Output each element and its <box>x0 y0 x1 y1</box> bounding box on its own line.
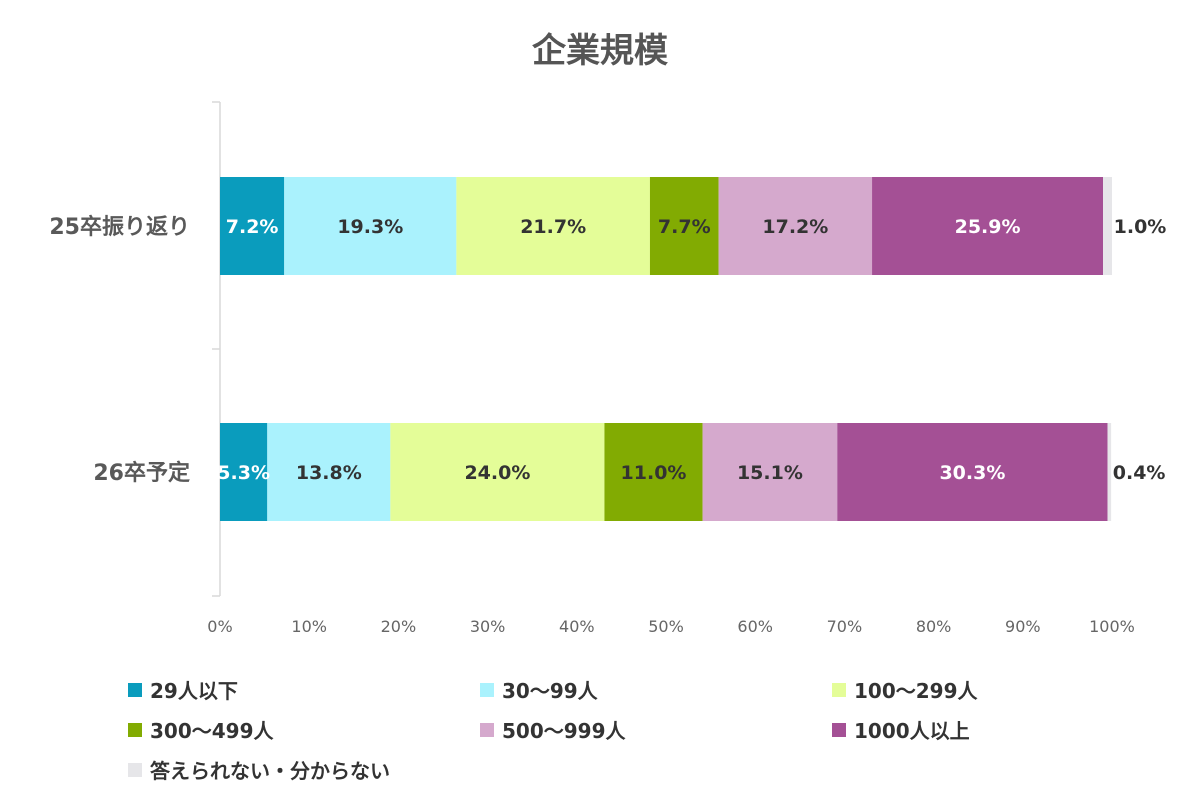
bar-segment <box>220 177 285 275</box>
x-tick-label: 80% <box>916 617 952 636</box>
x-tick-label: 100% <box>1089 617 1135 636</box>
x-tick-label: 50% <box>648 617 684 636</box>
data-label: 25.9% <box>955 216 1021 238</box>
bar-segment <box>456 177 650 275</box>
bar-segment <box>1103 177 1112 275</box>
bar-segment <box>267 423 391 521</box>
data-label: 7.7% <box>658 216 711 238</box>
bar-segment <box>718 177 873 275</box>
data-label: 15.1% <box>737 462 803 484</box>
data-label: 21.7% <box>520 216 586 238</box>
data-label: 19.3% <box>337 216 403 238</box>
x-tick-label: 0% <box>207 617 232 636</box>
x-tick-label: 30% <box>470 617 506 636</box>
data-label: 24.0% <box>464 462 530 484</box>
x-tick-label: 40% <box>559 617 595 636</box>
bar-segment <box>604 423 703 521</box>
bar-segment <box>872 177 1104 275</box>
bar-segment <box>220 423 268 521</box>
data-label: 1.0% <box>1114 216 1167 238</box>
data-label: 7.2% <box>226 216 279 238</box>
data-label: 5.3% <box>217 462 270 484</box>
category-label: 25卒振り返り <box>49 214 190 240</box>
category-label: 26卒予定 <box>93 460 190 486</box>
x-tick-label: 90% <box>1005 617 1041 636</box>
bar-segment <box>649 177 719 275</box>
data-label: 17.2% <box>762 216 828 238</box>
bar-segment <box>390 423 605 521</box>
x-tick-label: 20% <box>381 617 417 636</box>
bar-segment <box>702 423 838 521</box>
data-label: 0.4% <box>1113 462 1166 484</box>
bar-segment <box>284 177 457 275</box>
labels-layer: 25卒振り返り 7.2% 19.3% 21.7% 7.7% 17.2% 25.9% 1.0% 2… <box>49 214 1166 486</box>
axis-layer <box>212 101 221 597</box>
chart-title: 企業規模 <box>532 31 668 71</box>
bars-layer <box>220 177 1112 521</box>
x-tick-label: 70% <box>827 617 863 636</box>
bar-segment <box>837 423 1108 521</box>
x-tick-label: 10% <box>291 617 327 636</box>
bar-segment <box>1107 423 1112 521</box>
data-label: 11.0% <box>621 462 687 484</box>
data-label: 30.3% <box>939 462 1005 484</box>
ticks-layer: 0% 10% 20% 30% 40% 50% 60% 70% 80% 90% 100% <box>207 617 1135 636</box>
data-label: 13.8% <box>296 462 362 484</box>
x-tick-label: 60% <box>737 617 773 636</box>
